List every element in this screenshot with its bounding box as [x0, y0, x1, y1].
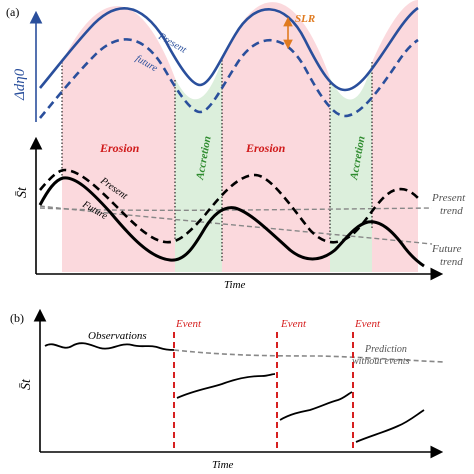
zone-dividers: [61, 60, 373, 262]
event-label-2: Event: [280, 318, 307, 330]
event-label-3: Event: [354, 318, 381, 330]
panel-b-label: (b): [10, 311, 24, 325]
wave-future-line: [39, 38, 419, 119]
observations-line: [44, 342, 175, 351]
future-trend-line: [39, 205, 433, 245]
recovery-curve-3: [355, 409, 425, 443]
observations-label: Observations: [88, 330, 147, 342]
present-curve: [39, 168, 419, 244]
st-axis-b-label: S̄t: [19, 378, 34, 390]
prediction-label-2: without events: [352, 356, 410, 367]
recovery-curve-2: [279, 391, 353, 421]
time-axis-b-label: Time: [212, 459, 234, 471]
prediction-label-1: Prediction: [364, 344, 407, 355]
present-trend-label-1: Present: [431, 192, 466, 204]
zone-shading: [62, 0, 418, 273]
panel-a-label: (a): [6, 5, 19, 19]
wave-axis-label: Δdη0: [12, 68, 28, 101]
future-trend-label-1: Future: [431, 243, 462, 255]
st-axis-label: S̄t: [15, 186, 30, 198]
future-trend-label-2: trend: [440, 256, 463, 268]
slr-label: SLR: [295, 13, 315, 25]
prediction-line: [173, 349, 445, 363]
present-trend-label-2: trend: [440, 205, 463, 217]
future-curve: [38, 176, 425, 268]
zone-erosion-2: Erosion: [245, 141, 286, 155]
event-label-1: Event: [175, 318, 202, 330]
time-axis-a-label: Time: [224, 279, 246, 291]
zone-erosion-1: Erosion: [99, 141, 140, 155]
event-lines: [173, 332, 354, 450]
wave-present-line: [39, 6, 419, 92]
recovery-curve-1: [176, 373, 276, 399]
